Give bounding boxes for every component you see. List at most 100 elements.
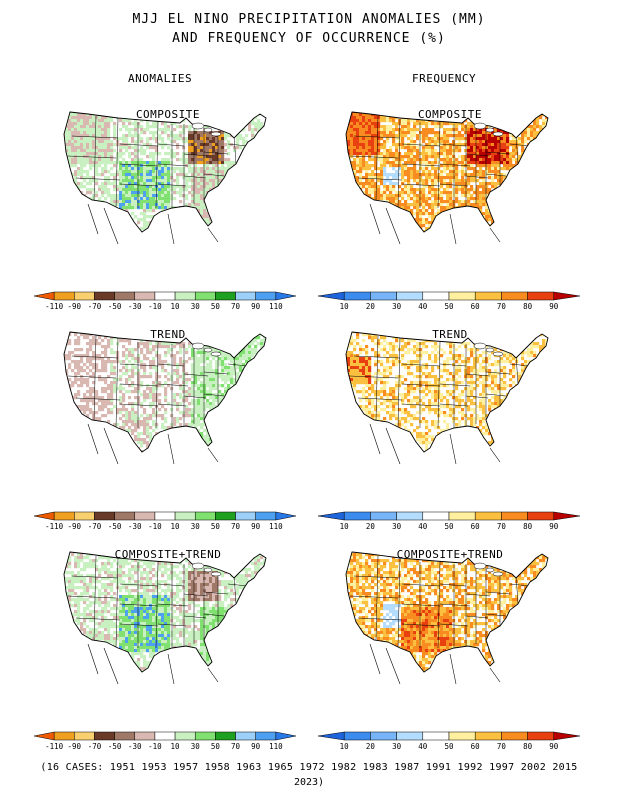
colorbar-swatch — [194, 511, 216, 521]
colorbar-tick-label: 80 — [523, 742, 533, 751]
colorbar-tick-label: -110 — [45, 742, 64, 751]
colorbar-tick-label: 10 — [171, 522, 181, 531]
colorbar-tick-label: 70 — [231, 522, 241, 531]
colorbar-swatch — [154, 511, 176, 521]
colorbar-swatch — [114, 291, 136, 301]
colorbar-tick-label: 10 — [171, 302, 181, 311]
colorbar-swatch — [317, 731, 345, 741]
colorbar-swatch — [134, 731, 156, 741]
colorbar-swatch — [474, 291, 502, 301]
anomaly-colorbar: -110 -90 -70 -50 -30 -10 10 30 50 70 90 110 — [33, 511, 297, 531]
colorbar-tick-label: 60 — [471, 742, 481, 751]
colorbar-swatch — [53, 291, 75, 301]
colorbar-swatch — [74, 731, 95, 741]
colorbar-swatch — [134, 511, 156, 521]
colorbar-tick-label: 90 — [251, 522, 261, 531]
colorbar-swatch — [527, 291, 555, 301]
frequency-colorbar: 10 20 30 40 50 60 70 80 90 — [317, 511, 581, 531]
freq-comptrend-label: COMPOSITE+TREND — [396, 548, 504, 561]
colorbar-swatch — [553, 511, 581, 521]
colorbar-swatch — [215, 511, 236, 521]
colorbar-swatch — [501, 731, 528, 741]
colorbar-tick-label: 110 — [269, 742, 283, 751]
colorbar-tick-label: -10 — [148, 302, 162, 311]
colorbar-swatch — [33, 511, 55, 521]
colorbar-tick-label: 70 — [231, 302, 241, 311]
colorbar-swatch — [448, 731, 476, 741]
colorbar-tick-label: 90 — [549, 522, 559, 531]
colorbar-swatch — [174, 291, 196, 301]
colorbar-swatch — [255, 731, 277, 741]
colorbar-swatch — [33, 291, 55, 301]
cases-list-line1: (16 CASES: 1951 1953 1957 1958 1963 1965… — [40, 762, 578, 773]
freq-composite-map — [345, 111, 549, 245]
colorbar-tick-label: 30 — [191, 742, 201, 751]
colorbar-swatch — [235, 511, 256, 521]
colorbar-swatch — [396, 511, 424, 521]
colorbar-tick-label: 40 — [418, 742, 428, 751]
colorbar-swatch — [501, 291, 528, 301]
colorbar-tick-label: 30 — [392, 302, 402, 311]
colorbar-swatch — [215, 731, 236, 741]
colorbar-tick-label: 30 — [191, 522, 201, 531]
colorbar-swatch — [448, 291, 476, 301]
colorbar-swatch — [396, 291, 424, 301]
frequency-colorbar: 10 20 30 40 50 60 70 80 90 — [317, 731, 581, 751]
colorbar-swatch — [74, 511, 95, 521]
colorbar-swatch — [553, 291, 581, 301]
colorbar-swatch — [553, 731, 581, 741]
colorbar-swatch — [215, 291, 236, 301]
colorbar-tick-label: 30 — [392, 742, 402, 751]
colorbar-tick-label: -70 — [88, 522, 102, 531]
colorbar-swatch — [255, 511, 277, 521]
colorbar-tick-label: 20 — [366, 302, 376, 311]
anomaly-colorbar: -110 -90 -70 -50 -30 -10 10 30 50 70 90 110 — [33, 291, 297, 311]
colorbar-swatch — [53, 731, 75, 741]
colorbar-tick-label: 90 — [251, 302, 261, 311]
colorbar-tick-label: 30 — [392, 522, 402, 531]
colorbar-swatch — [235, 731, 256, 741]
colorbar-tick-label: 70 — [497, 522, 507, 531]
colorbar-tick-label: 50 — [444, 522, 454, 531]
colorbar-tick-label: -50 — [108, 742, 122, 751]
colorbar-swatch — [94, 731, 115, 741]
frequency-colorbar: 10 20 30 40 50 60 70 80 90 — [317, 291, 581, 311]
colorbar-tick-label: 40 — [418, 522, 428, 531]
colorbar-tick-label: 20 — [366, 742, 376, 751]
colorbar-tick-label: 50 — [444, 742, 454, 751]
colorbar-tick-label: -10 — [148, 742, 162, 751]
colorbar-swatch — [275, 731, 297, 741]
colorbar-swatch — [134, 291, 156, 301]
colorbar-tick-label: 110 — [269, 302, 283, 311]
colorbar-swatch — [317, 291, 345, 301]
colorbar-swatch — [275, 291, 297, 301]
anomaly-colorbar: -110 -90 -70 -50 -30 -10 10 30 50 70 90 110 — [33, 731, 297, 751]
cases-list-line2: 2023) — [293, 777, 325, 788]
colorbar-swatch — [194, 291, 216, 301]
colorbar-swatch — [174, 731, 196, 741]
colorbar-swatch — [422, 511, 450, 521]
colorbar-tick-label: -110 — [45, 522, 64, 531]
colorbar-swatch — [527, 511, 555, 521]
anom-trend-map — [63, 331, 267, 465]
colorbar-tick-label: 20 — [366, 522, 376, 531]
freq-composite-label: COMPOSITE — [417, 108, 483, 121]
colorbar-swatch — [53, 511, 75, 521]
colorbar-tick-label: -10 — [148, 522, 162, 531]
map-title-line2: AND FREQUENCY OF OCCURRENCE (%) — [172, 31, 446, 46]
colorbar-tick-label: 60 — [471, 302, 481, 311]
colorbar-swatch — [474, 731, 502, 741]
colorbar-swatch — [255, 291, 277, 301]
colorbar-tick-label: -90 — [68, 302, 82, 311]
colorbar-tick-label: -50 — [108, 302, 122, 311]
colorbar-tick-label: -50 — [108, 522, 122, 531]
colorbar-tick-label: 10 — [340, 742, 350, 751]
colorbar-swatch — [235, 291, 256, 301]
colorbar-tick-label: 90 — [549, 742, 559, 751]
colorbar-swatch — [474, 511, 502, 521]
colorbar-tick-label: 60 — [471, 522, 481, 531]
anom-composite-label: COMPOSITE — [135, 108, 201, 121]
colorbar-tick-label: 50 — [211, 742, 221, 751]
colorbar-swatch — [33, 731, 55, 741]
colorbar-swatch — [422, 291, 450, 301]
